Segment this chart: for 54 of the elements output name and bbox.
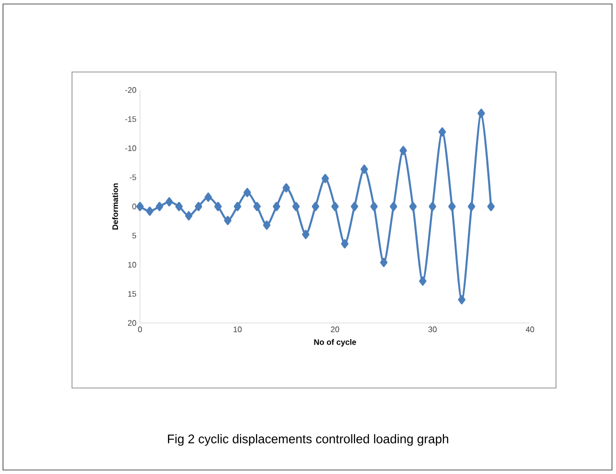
x-tick-label: 30 (428, 326, 437, 332)
point (428, 202, 436, 212)
point (194, 202, 202, 212)
point (370, 202, 378, 212)
y-tick-label: -10 (125, 145, 136, 152)
point (204, 192, 212, 202)
point (214, 202, 222, 212)
x-tick-label: 20 (330, 326, 340, 332)
point (224, 216, 232, 226)
point (400, 146, 407, 156)
point (263, 220, 270, 230)
point (185, 211, 192, 220)
y-tick-label: 15 (128, 291, 136, 297)
point (302, 230, 310, 240)
y-tick-label: 10 (128, 262, 136, 268)
point (166, 197, 173, 206)
x-tick-label: 0 (138, 326, 142, 332)
y-tick-label: -20 (125, 87, 136, 93)
point (156, 202, 164, 212)
point (272, 202, 280, 212)
x-tick-label: 10 (234, 326, 242, 332)
point (448, 202, 456, 212)
point (350, 202, 358, 212)
y-axis-title: Deformation (112, 183, 118, 230)
point (136, 202, 144, 212)
y-tick-label: 0 (132, 204, 136, 210)
point (244, 188, 251, 198)
point (146, 206, 154, 216)
y-tick-label: 20 (128, 320, 136, 326)
point (360, 164, 368, 174)
point (253, 202, 261, 212)
point (234, 202, 242, 212)
point (341, 239, 348, 248)
point (478, 108, 485, 118)
point (419, 276, 426, 286)
point (322, 174, 329, 184)
point (380, 258, 388, 268)
point (409, 202, 417, 212)
point (312, 202, 320, 212)
point (331, 202, 339, 212)
y-tick-label: 5 (132, 232, 136, 238)
point (438, 127, 446, 137)
x-axis-title: No of cycle (314, 339, 356, 347)
point (390, 202, 398, 212)
point (468, 202, 476, 212)
y-tick-label: -5 (130, 174, 136, 180)
x-tick-label: 40 (526, 326, 534, 332)
point (487, 202, 495, 212)
point (175, 202, 183, 212)
y-tick-label: -15 (125, 116, 136, 122)
point (282, 183, 290, 192)
point (458, 295, 466, 304)
point (292, 202, 300, 212)
caption: Fig 2 cyclic displacements controlled loading graph (168, 434, 448, 446)
